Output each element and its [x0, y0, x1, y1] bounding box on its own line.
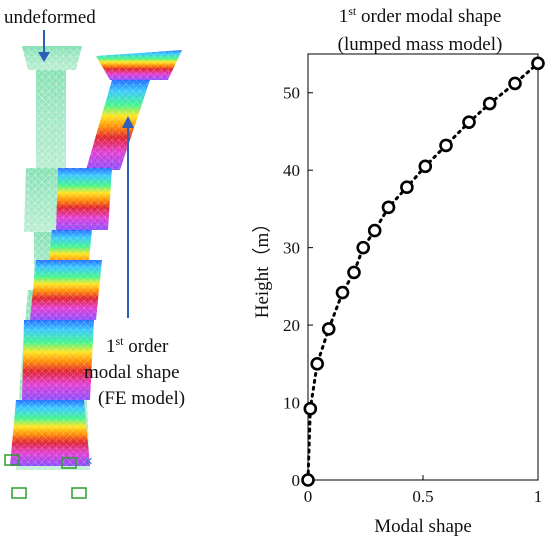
y-axis-ticks: 0 10 20 30 40 50 — [283, 84, 313, 490]
data-point-marker — [439, 138, 453, 153]
data-point-marker — [508, 76, 522, 91]
y-tick-label: 20 — [283, 316, 300, 335]
data-point-marker — [531, 56, 545, 71]
x-tick-label: 0.5 — [412, 487, 433, 506]
mode-shape-arrow — [122, 116, 134, 318]
fe-model-figure: ✕ undeformed 1st order modal shape (FE m… — [4, 7, 185, 499]
data-point-marker — [462, 115, 476, 129]
series-line — [306, 61, 540, 482]
y-tick-label: 40 — [283, 161, 300, 180]
label-mode-shape-line3: (FE model) — [98, 388, 185, 409]
data-point-marker — [356, 240, 370, 255]
modal-shape-chart: 1st order modal shape (lumped mass model… — [251, 4, 545, 537]
x-axis-label: Modal shape — [374, 516, 472, 537]
y-tick-label: 50 — [283, 84, 300, 103]
y-axis-label: Height（m） — [251, 214, 273, 319]
deformed-mode-shape — [10, 50, 182, 468]
data-point-marker — [301, 473, 315, 487]
data-point-marker — [303, 401, 318, 416]
chart-title-line2: (lumped mass model) — [338, 34, 503, 55]
data-point-marker — [321, 322, 336, 336]
y-tick-label: 10 — [283, 394, 300, 413]
data-point-marker — [310, 357, 324, 371]
y-tick-label: 30 — [283, 239, 300, 258]
series-markers — [301, 56, 545, 487]
undeformed-arrow — [38, 30, 50, 62]
data-point-marker — [381, 200, 396, 215]
y-tick-label: 0 — [292, 471, 301, 490]
data-point-marker — [335, 285, 350, 300]
x-tick-label: 1 — [534, 487, 543, 506]
ground-supports — [4, 454, 87, 499]
axis-x-marker: ✕ — [84, 455, 93, 468]
data-point-marker — [347, 265, 361, 280]
data-point-marker — [482, 96, 497, 111]
label-mode-shape-line2: modal shape — [84, 362, 180, 383]
plot-area-frame — [307, 53, 539, 481]
data-point-marker — [400, 180, 414, 195]
label-mode-shape-line1: 1st order — [106, 334, 169, 357]
chart-title-line1: 1st order modal shape — [339, 4, 502, 27]
x-axis-ticks: 0 0.5 1 — [304, 475, 543, 506]
x-tick-label: 0 — [304, 487, 313, 506]
data-point-marker — [367, 223, 382, 238]
label-undeformed: undeformed — [4, 7, 96, 28]
data-point-marker — [418, 159, 433, 174]
